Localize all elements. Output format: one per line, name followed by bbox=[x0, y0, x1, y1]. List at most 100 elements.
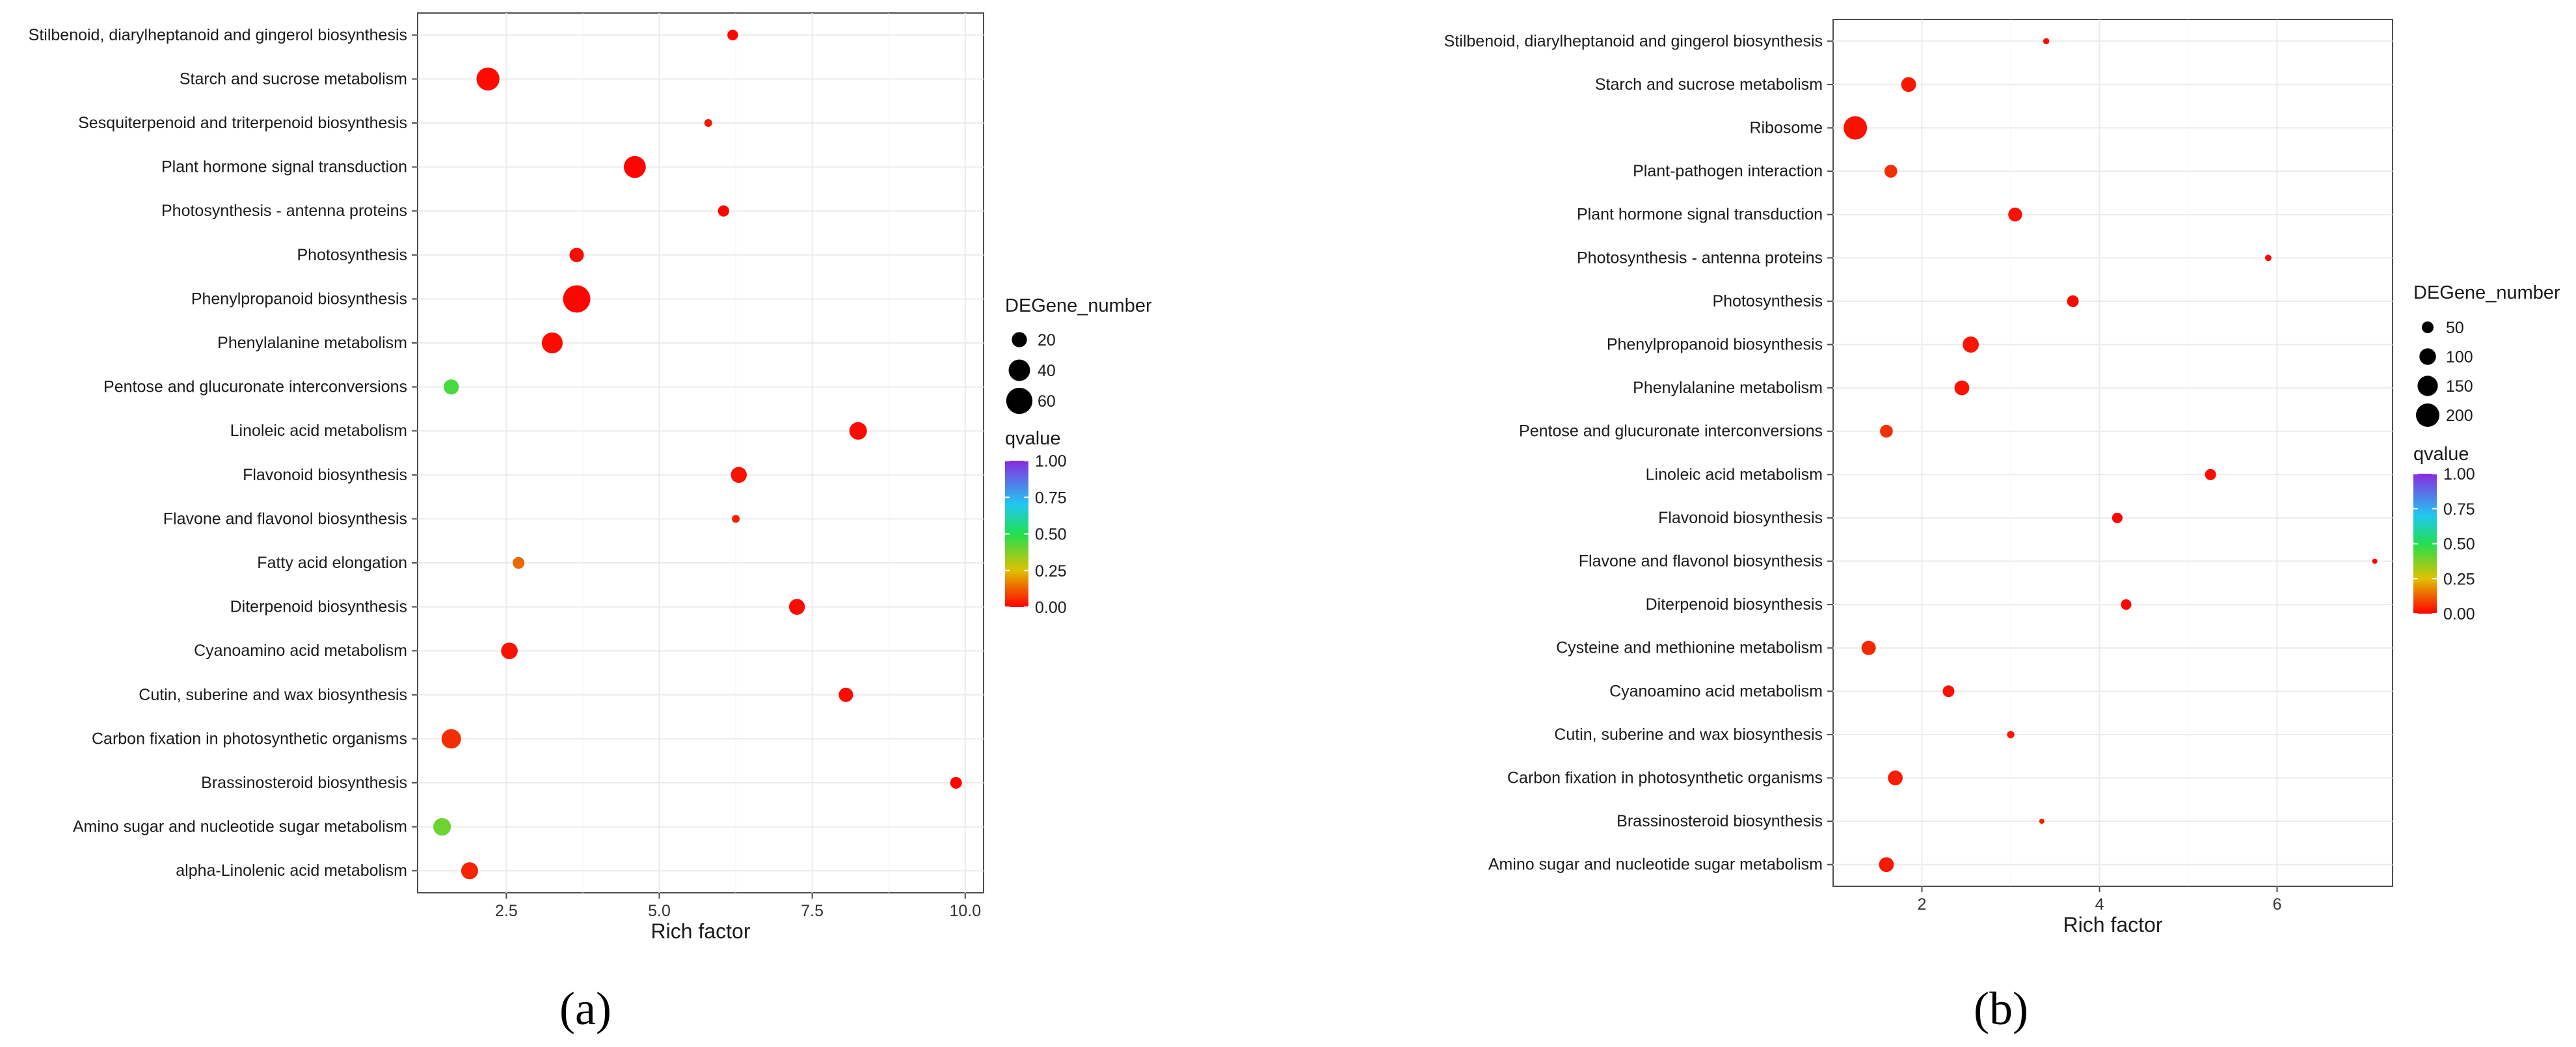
y-tick-label: Pentose and glucuronate interconversions bbox=[1519, 422, 1823, 441]
y-tick-label: Plant hormone signal transduction bbox=[1577, 206, 1823, 224]
y-tick-label: Phenylpropanoid biosynthesis bbox=[1607, 336, 1823, 354]
color-legend-label: 0.75 bbox=[1035, 489, 1067, 507]
data-point bbox=[563, 285, 591, 313]
data-point bbox=[718, 205, 729, 217]
color-legend-label: 0.50 bbox=[1035, 526, 1067, 544]
data-point bbox=[541, 332, 563, 354]
y-tick-label: Cysteine and methionine metabolism bbox=[1556, 639, 1823, 657]
data-point bbox=[727, 29, 738, 41]
data-point bbox=[2067, 295, 2079, 307]
data-point bbox=[441, 729, 461, 749]
data-point bbox=[2007, 731, 2015, 739]
color-legend-label: 0.25 bbox=[1035, 562, 1067, 580]
data-point bbox=[1879, 857, 1894, 873]
data-point bbox=[1888, 770, 1903, 785]
size-legend-title: DEGene_number bbox=[2413, 282, 2560, 303]
size-legend-label: 40 bbox=[1038, 362, 1056, 380]
plot-frame bbox=[417, 12, 984, 893]
y-tick-label: Cyanoamino acid metabolism bbox=[194, 642, 407, 660]
size-legend-key bbox=[1008, 359, 1030, 381]
size-legend-key bbox=[2419, 348, 2436, 365]
data-point bbox=[433, 818, 451, 836]
x-tick-label: 4 bbox=[2095, 895, 2104, 914]
y-tick-label: Flavonoid biosynthesis bbox=[243, 466, 407, 484]
color-legend-label: 0.50 bbox=[2443, 536, 2475, 554]
y-tick-label: Pentose and glucuronate interconversions bbox=[103, 378, 407, 396]
data-point bbox=[1942, 685, 1955, 698]
plot-frame bbox=[1832, 19, 2393, 887]
data-point bbox=[2121, 599, 2132, 610]
y-tick-label: Stilbenoid, diarylheptanoid and gingerol… bbox=[1444, 32, 1823, 50]
x-axis-title: Rich factor bbox=[2063, 913, 2163, 936]
data-point bbox=[2372, 558, 2378, 564]
size-legend-title: DEGene_number bbox=[1005, 295, 1152, 316]
y-tick-label: Phenylpropanoid biosynthesis bbox=[191, 290, 407, 308]
y-tick-label: Fatty acid elongation bbox=[257, 554, 407, 572]
y-tick-label: Ribosome bbox=[1749, 119, 1823, 137]
size-legend-label: 60 bbox=[1038, 392, 1056, 411]
data-point bbox=[444, 379, 459, 395]
data-point bbox=[501, 642, 518, 659]
y-tick-label: Photosynthesis bbox=[297, 246, 407, 264]
data-point bbox=[2043, 38, 2050, 45]
color-legend-label: 0.00 bbox=[1035, 599, 1067, 617]
y-tick-label: Cutin, suberine and wax biosynthesis bbox=[139, 686, 407, 704]
size-legend-label: 150 bbox=[2446, 377, 2473, 396]
y-tick-label: Flavone and flavonol biosynthesis bbox=[1579, 552, 1823, 571]
data-point bbox=[624, 156, 646, 178]
y-tick-label: Amino sugar and nucleotide sugar metabol… bbox=[73, 818, 407, 836]
y-tick-label: Flavone and flavonol biosynthesis bbox=[163, 510, 407, 528]
data-point bbox=[2039, 819, 2045, 824]
data-point bbox=[704, 119, 712, 127]
color-legend-title: qvalue bbox=[1005, 428, 1060, 449]
size-legend-key bbox=[1012, 332, 1027, 347]
x-tick-label: 10.0 bbox=[949, 902, 981, 920]
x-tick-label: 5.0 bbox=[648, 902, 671, 920]
y-tick-label: alpha-Linolenic acid metabolism bbox=[176, 862, 407, 880]
y-tick-label: Sesquiterpenoid and triterpenoid biosynt… bbox=[78, 114, 407, 132]
data-point bbox=[732, 515, 740, 523]
y-tick-label: Linoleic acid metabolism bbox=[230, 422, 407, 440]
color-legend-label: 1.00 bbox=[2443, 465, 2475, 483]
y-tick-label: Phenylalanine metabolism bbox=[1633, 379, 1823, 397]
size-legend-key bbox=[2417, 375, 2438, 396]
x-tick-label: 7.5 bbox=[801, 902, 824, 920]
y-tick-label: Linoleic acid metabolism bbox=[1646, 465, 1823, 483]
color-legend-label: 1.00 bbox=[1035, 452, 1067, 470]
data-point bbox=[513, 556, 525, 569]
data-point bbox=[1884, 165, 1898, 178]
size-legend-key bbox=[2416, 403, 2439, 427]
size-legend-key bbox=[2422, 321, 2434, 333]
y-tick-label: Photosynthesis bbox=[1712, 292, 1823, 310]
y-tick-label: Diterpenoid biosynthesis bbox=[230, 598, 407, 616]
data-point bbox=[788, 599, 805, 615]
x-tick-label: 2.5 bbox=[495, 902, 518, 920]
x-tick-label: 2 bbox=[1918, 895, 1927, 914]
data-point bbox=[476, 67, 500, 91]
color-legend-label: 0.25 bbox=[2443, 570, 2475, 588]
size-legend-label: 200 bbox=[2446, 407, 2473, 425]
y-tick-label: Amino sugar and nucleotide sugar metabol… bbox=[1488, 856, 1823, 874]
data-point bbox=[569, 247, 584, 262]
color-legend-label: 0.75 bbox=[2443, 500, 2475, 519]
data-point bbox=[2205, 469, 2216, 480]
size-legend-label: 100 bbox=[2446, 348, 2473, 366]
panel-label: (a) bbox=[559, 983, 611, 1035]
y-tick-label: Starch and sucrose metabolism bbox=[1595, 75, 1823, 94]
data-point bbox=[731, 467, 747, 483]
data-point bbox=[461, 862, 478, 880]
y-tick-label: Cutin, suberine and wax biosynthesis bbox=[1554, 726, 1823, 744]
data-point bbox=[1861, 640, 1876, 655]
y-tick-label: Diterpenoid biosynthesis bbox=[1646, 595, 1823, 614]
y-tick-label: Brassinosteroid biosynthesis bbox=[201, 774, 407, 792]
y-tick-label: Starch and sucrose metabolism bbox=[180, 70, 407, 88]
data-point bbox=[1844, 116, 1868, 140]
data-point bbox=[1880, 424, 1893, 438]
y-tick-label: Stilbenoid, diarylheptanoid and gingerol… bbox=[29, 26, 407, 44]
panel-a: Stilbenoid, diarylheptanoid and gingerol… bbox=[29, 12, 1152, 1035]
panel-label: (b) bbox=[1974, 983, 2028, 1035]
y-tick-label: Cyanoamino acid metabolism bbox=[1609, 682, 1823, 700]
y-tick-label: Carbon fixation in photosynthetic organi… bbox=[1507, 769, 1823, 787]
y-tick-label: Carbon fixation in photosynthetic organi… bbox=[92, 729, 407, 748]
